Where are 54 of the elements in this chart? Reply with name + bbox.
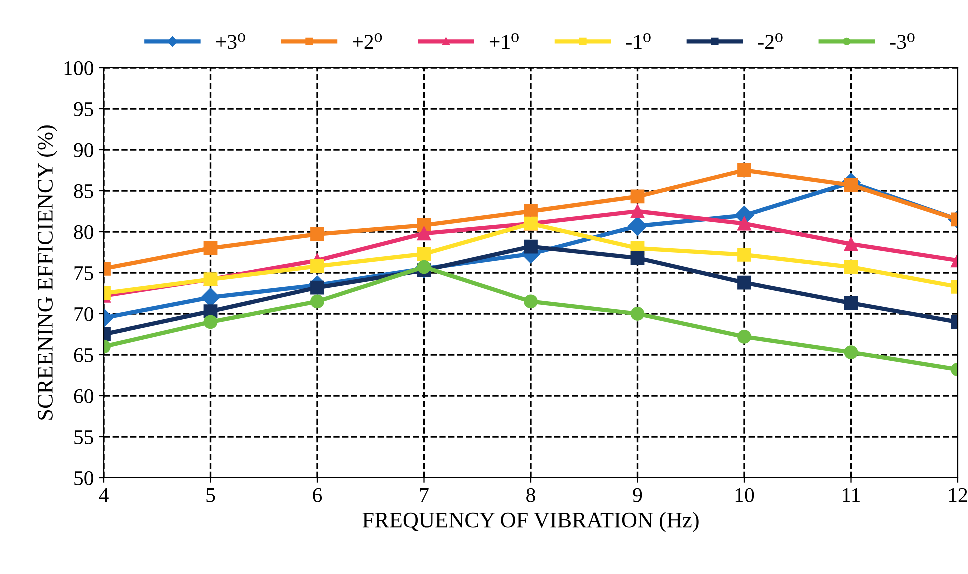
y-tick-label: 100	[64, 61, 94, 76]
point	[630, 307, 645, 321]
point	[844, 260, 858, 274]
point	[417, 226, 432, 241]
point	[844, 346, 858, 360]
legend-label: -1⁰	[626, 34, 651, 49]
y-tick-label: 90	[74, 143, 94, 158]
y-tick-label: 65	[74, 348, 94, 362]
point	[417, 247, 432, 262]
y-tick-label: 70	[74, 307, 94, 322]
point	[310, 294, 324, 309]
y-tick-label: 75	[74, 266, 94, 280]
point	[738, 248, 752, 262]
point	[738, 164, 752, 178]
point	[738, 276, 752, 290]
x-tick-label: 9	[633, 488, 642, 502]
point	[844, 237, 858, 252]
x-tick-label: 6	[313, 488, 322, 502]
point	[417, 260, 432, 274]
legend-label: +1⁰	[490, 34, 519, 49]
x-tick-label: 7	[420, 488, 429, 502]
legend-label: +3⁰	[216, 34, 246, 50]
x-tick-label: 10	[736, 488, 754, 502]
point	[310, 259, 324, 274]
legend-label: -3⁰	[890, 34, 915, 50]
point	[738, 216, 752, 231]
point	[844, 296, 858, 310]
point	[204, 315, 218, 330]
y-tick-label: 50	[74, 471, 94, 486]
legend-label: -2⁰	[758, 34, 783, 49]
point	[524, 240, 538, 254]
x-axis-title: FREQUENCY OF VIBRATION (Hz)	[362, 512, 699, 532]
x-tick-label: 11	[843, 488, 860, 502]
legend-label: +2⁰	[353, 34, 382, 49]
point	[630, 204, 645, 218]
y-tick-label: 85	[74, 184, 94, 198]
point	[310, 228, 324, 242]
x-tick-label: 8	[526, 488, 536, 502]
y-axis-title: SCREENING EFFICIENCY (%)	[37, 126, 58, 420]
x-tick-label: 12	[949, 488, 968, 502]
point	[524, 294, 538, 309]
y-tick-label: 60	[74, 389, 94, 404]
point	[738, 330, 752, 344]
point	[628, 216, 648, 236]
point	[524, 204, 538, 218]
x-tick-label: 5	[206, 488, 216, 502]
point	[310, 280, 324, 295]
point	[630, 190, 645, 204]
y-tick-label: 95	[74, 102, 94, 116]
x-tick-label: 4	[99, 488, 109, 502]
point	[204, 241, 218, 256]
y-tick-label: 55	[74, 430, 94, 444]
point	[630, 251, 645, 266]
y-tick-label: 80	[74, 225, 94, 240]
